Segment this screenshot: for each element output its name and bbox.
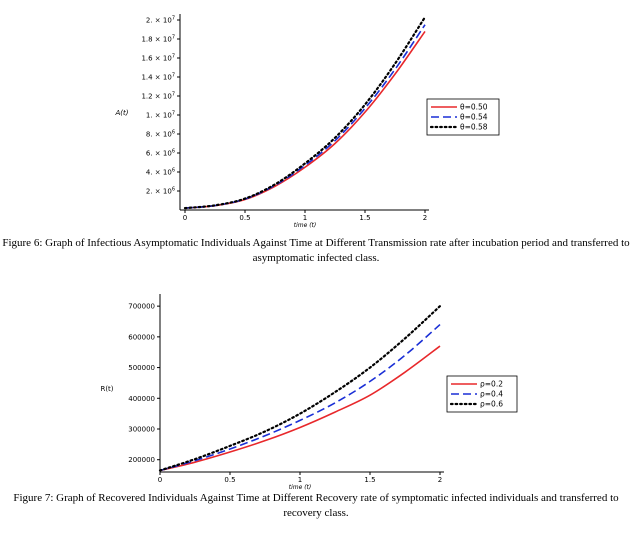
figure-6-caption: Figure 6: Graph of Infectious Asymptomat… <box>2 237 630 264</box>
x-tick-label: 2 <box>423 214 427 222</box>
y-tick-label: 6. × 106 <box>146 149 175 158</box>
y-tick-label: 1. × 107 <box>146 111 175 120</box>
y-axis-label: R(t) <box>100 385 113 393</box>
y-tick-label: 8. × 106 <box>146 130 175 139</box>
y-tick-label: 600000 <box>128 333 155 341</box>
y-tick-label: 1.6 × 107 <box>141 54 175 63</box>
legend-label: ρ=0.4 <box>480 390 503 399</box>
x-tick-label: 1.5 <box>364 476 375 484</box>
x-tick-label: 2 <box>438 476 442 484</box>
series-line-2 <box>184 24 426 209</box>
series-line-2 <box>159 323 441 472</box>
y-tick-label: 1.8 × 107 <box>141 35 175 44</box>
y-tick-label: 4. × 106 <box>146 168 175 177</box>
y-tick-label: 2. × 106 <box>146 187 175 196</box>
figure-6-chart: 2. × 106 4. × 106 6. × 106 8. × 106 1. × 107… <box>115 14 500 229</box>
y-axis-label: A(t) <box>115 109 129 117</box>
legend-label: θ=0.50 <box>460 103 488 112</box>
x-tick-label: 1 <box>303 214 307 222</box>
x-axis-label: time (t) <box>289 484 312 490</box>
x-axis-label: time (t) <box>294 222 317 229</box>
legend-label: ρ=0.6 <box>480 400 503 409</box>
y-tick-label: 700000 <box>128 303 155 311</box>
x-tick-label: 0 <box>158 476 162 484</box>
legend-label: ρ=0.2 <box>480 380 503 389</box>
y-tick-label: 400000 <box>128 395 155 403</box>
legend: ρ=0.2ρ=0.4ρ=0.6 <box>446 375 518 413</box>
y-tick-label: 1.4 × 107 <box>141 73 175 82</box>
y-tick-label: 2. × 107 <box>146 16 175 25</box>
y-tick-label: 500000 <box>128 364 155 372</box>
legend: θ=0.50θ=0.54θ=0.58 <box>426 98 500 136</box>
x-tick-label: 0 <box>183 214 187 222</box>
legend-label: θ=0.54 <box>460 113 488 122</box>
figure-7-caption: Figure 7: Graph of Recovered Individuals… <box>13 492 619 519</box>
x-tick-label: 0.5 <box>224 476 235 484</box>
y-tick-label: 300000 <box>128 426 155 434</box>
series-line-3 <box>183 16 427 210</box>
y-tick-label: 1.2 × 107 <box>141 92 175 101</box>
series-line-1 <box>159 345 441 472</box>
series-line-3 <box>158 305 442 472</box>
x-tick-label: 1 <box>298 476 302 484</box>
figure-7-chart: 200000 300000 400000 500000 600000 700000 0 0.5… <box>100 294 518 490</box>
y-tick-label: 200000 <box>128 456 155 464</box>
x-tick-label: 1.5 <box>359 214 370 222</box>
series-line-1 <box>184 30 426 209</box>
x-tick-label: 0.5 <box>239 214 250 222</box>
legend-label: θ=0.58 <box>460 123 488 132</box>
